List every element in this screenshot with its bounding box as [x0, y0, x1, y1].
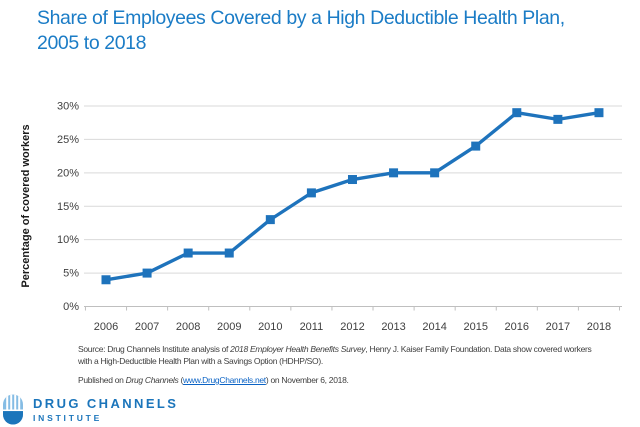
chart-title: Share of Employees Covered by a High Ded…: [37, 6, 597, 57]
x-tick-label: 2007: [135, 321, 159, 333]
data-point-2008: [183, 248, 193, 258]
data-point-2013: [389, 168, 399, 178]
data-point-2010: [265, 215, 275, 225]
x-tick-label: 2017: [546, 321, 570, 333]
data-point-2012: [347, 175, 357, 185]
source-text-italic: 2018 Employer Health Benefits Survey: [230, 344, 366, 354]
x-tick-label: 2006: [94, 321, 118, 333]
y-tick-label: 0%: [63, 301, 79, 313]
x-tick-label: 2012: [340, 321, 364, 333]
logo-text: DRUG CHANNELS INSTITUTE: [33, 396, 178, 423]
line-chart: 0% 5% 10% 15% 20% 25% 30% 2006 2007 2008 2009 2010 2…: [57, 101, 622, 333]
x-tick-label: 2013: [381, 321, 405, 333]
y-tick-label: 30%: [57, 101, 79, 113]
source-note: Source: Drug Channels Institute analysis…: [78, 344, 634, 368]
x-tick-label: 2009: [217, 321, 241, 333]
data-point-2016: [512, 108, 522, 118]
x-tick-label: 2014: [422, 321, 446, 333]
published-note: Published on Drug Channels (www.DrugChan…: [78, 375, 578, 385]
data-point-2015: [471, 141, 481, 151]
x-tick-label: 2011: [300, 321, 324, 333]
data-point-2014: [430, 168, 440, 178]
x-tick-label: 2018: [587, 321, 611, 333]
logo-name: DRUG CHANNELS: [33, 396, 179, 411]
x-tick-label: 2015: [463, 321, 487, 333]
data-point-2017: [553, 114, 563, 124]
data-point-2007: [142, 268, 152, 278]
y-tick-label: 25%: [57, 134, 79, 146]
source-text-3: with a High-Deductible Health Plan with …: [78, 355, 323, 366]
logo: DRUG CHANNELS INSTITUTE: [2, 394, 178, 425]
chart-title-line1: Share of Employees Covered by a High Ded…: [37, 7, 565, 29]
source-text-1: Source: Drug Channels Institute analysis…: [78, 344, 231, 354]
published-text-2: (: [178, 375, 184, 385]
data-point-2006: [101, 275, 111, 285]
published-text-1: Published on: [78, 375, 126, 385]
published-text-3: ) on November 6, 2018.: [265, 375, 349, 385]
drugchannels-link[interactable]: www.DrugChannels.net: [183, 375, 266, 385]
y-tick-label: 5%: [63, 268, 79, 280]
x-tick-label: 2008: [176, 321, 200, 333]
x-tick-label: 2016: [505, 321, 529, 333]
data-point-2011: [306, 188, 316, 198]
chart-title-line2: 2005 to 2018: [37, 32, 147, 55]
source-text-2: , Henry J. Kaiser Family Foundation. Dat…: [365, 344, 592, 354]
x-tick-label: 2010: [258, 321, 282, 333]
data-line: [104, 110, 601, 282]
capsule-icon: [3, 394, 23, 425]
published-text-italic: Drug Channels: [125, 375, 179, 385]
y-tick-label: 10%: [57, 234, 79, 246]
y-tick-label: 15%: [57, 201, 79, 213]
logo-institute: INSTITUTE: [33, 413, 103, 423]
y-tick-label: 20%: [57, 167, 79, 179]
data-point-2009: [224, 248, 234, 258]
data-point-2018: [594, 108, 604, 118]
